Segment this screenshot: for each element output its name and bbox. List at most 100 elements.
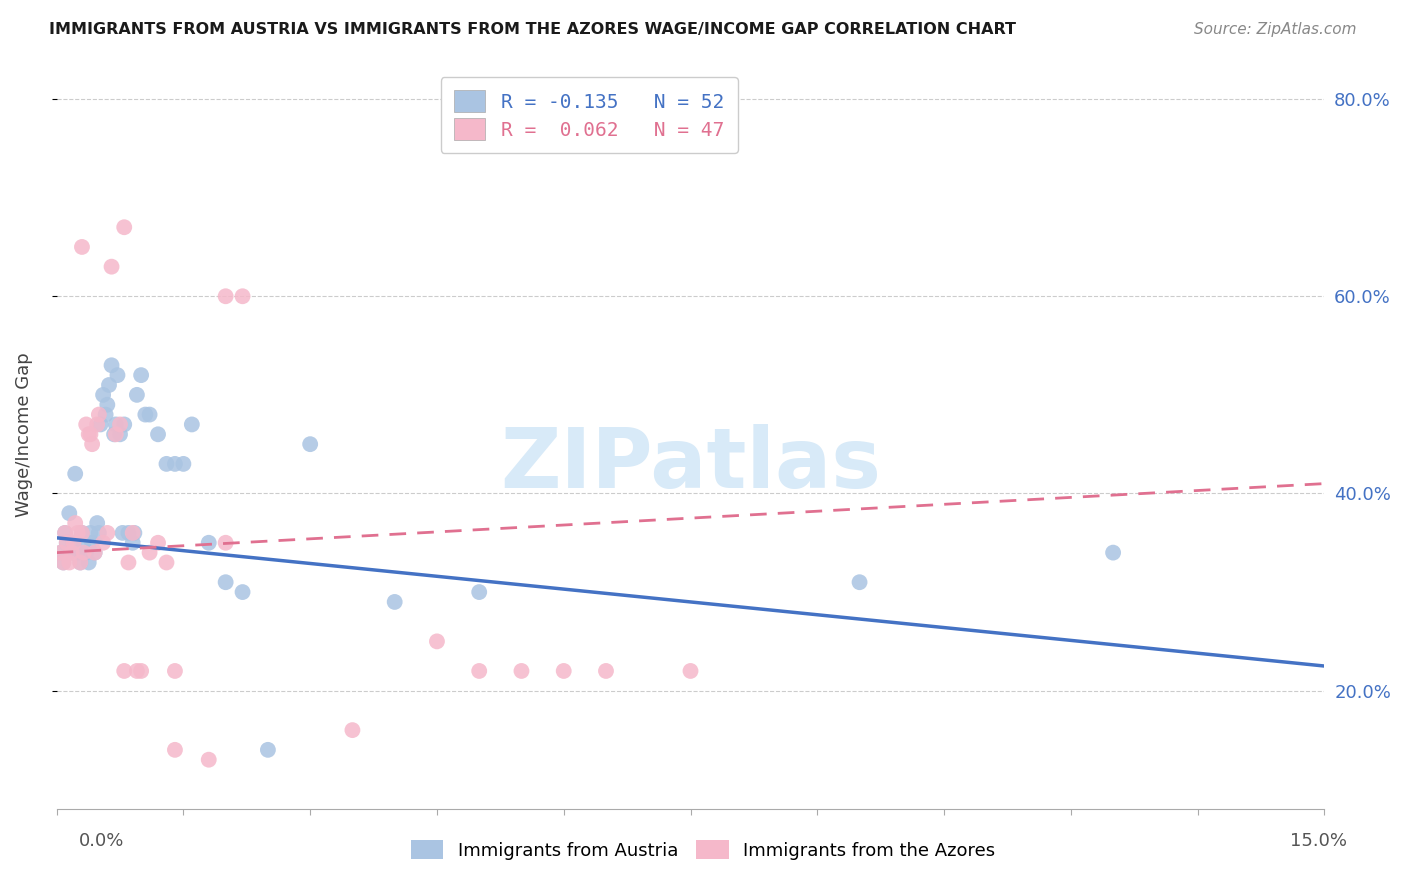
Point (129, 368, 152, 383)
Point (63, 467, 86, 481)
Point (104, 417, 127, 432)
Point (112, 220, 135, 235)
Point (155, 457, 177, 471)
Point (468, 585, 491, 599)
Point (103, 427, 125, 442)
Point (232, 289, 254, 303)
Point (69, 556, 91, 570)
Point (197, 753, 219, 767)
Point (55, 535, 77, 549)
Point (55, 535, 77, 549)
Point (108, 427, 131, 442)
Point (214, 289, 236, 303)
Point (112, 417, 135, 432)
Point (125, 388, 148, 402)
Point (125, 664, 148, 678)
Point (595, 664, 617, 678)
Point (426, 634, 449, 648)
Point (82, 535, 104, 549)
Point (214, 575, 236, 590)
Point (98, 378, 121, 392)
Point (86, 516, 108, 530)
Point (70, 525, 93, 540)
Point (111, 525, 134, 540)
Point (146, 427, 169, 442)
Point (66, 525, 89, 540)
Point (172, 457, 194, 471)
Point (70, 240, 93, 254)
Point (58, 506, 80, 520)
Point (100, 260, 122, 274)
Point (79, 427, 101, 442)
Point (155, 556, 177, 570)
Point (70, 525, 93, 540)
Point (468, 664, 491, 678)
Point (66, 546, 89, 560)
Point (49, 546, 72, 560)
Point (62, 535, 84, 549)
Point (77, 427, 100, 442)
Point (49, 546, 72, 560)
Point (87, 408, 110, 422)
Point (553, 664, 575, 678)
Point (86, 417, 108, 432)
Point (342, 723, 364, 738)
Point (100, 359, 122, 373)
Point (117, 556, 139, 570)
Text: 0.0%: 0.0% (79, 832, 124, 850)
Point (58, 556, 80, 570)
Point (75, 546, 97, 560)
Point (163, 664, 186, 678)
Point (108, 417, 131, 432)
Point (91, 388, 114, 402)
Point (94, 408, 117, 422)
Point (117, 525, 139, 540)
Point (82, 437, 104, 451)
Point (60, 546, 83, 560)
Text: ZIPatlas: ZIPatlas (501, 424, 882, 505)
Point (83, 546, 105, 560)
Point (214, 535, 236, 549)
Point (53, 525, 76, 540)
Point (63, 516, 86, 530)
Point (62, 535, 84, 549)
Point (163, 457, 186, 471)
Text: Source: ZipAtlas.com: Source: ZipAtlas.com (1194, 22, 1357, 37)
Y-axis label: Wage/Income Gap: Wage/Income Gap (15, 352, 32, 516)
Point (60, 546, 83, 560)
Point (91, 535, 114, 549)
Point (121, 535, 143, 549)
Point (107, 368, 129, 383)
Point (848, 575, 870, 590)
Point (180, 417, 202, 432)
Point (73, 546, 96, 560)
Point (197, 535, 219, 549)
Point (134, 408, 156, 422)
Point (138, 546, 160, 560)
Text: IMMIGRANTS FROM AUSTRIA VS IMMIGRANTS FROM THE AZORES WAGE/INCOME GAP CORRELATIO: IMMIGRANTS FROM AUSTRIA VS IMMIGRANTS FR… (49, 22, 1017, 37)
Point (104, 427, 127, 442)
Point (299, 437, 322, 451)
Point (53, 525, 76, 540)
Point (257, 743, 280, 757)
Point (232, 585, 254, 599)
Legend: Immigrants from Austria, Immigrants from the Azores: Immigrants from Austria, Immigrants from… (404, 833, 1002, 867)
Legend: R = -0.135   N = 52, R =  0.062   N = 47: R = -0.135 N = 52, R = 0.062 N = 47 (440, 77, 738, 153)
Point (75, 417, 97, 432)
Point (79, 525, 101, 540)
Point (83, 546, 105, 560)
Point (138, 408, 160, 422)
Point (96, 398, 118, 412)
Point (73, 535, 96, 549)
Point (129, 664, 152, 678)
Point (1102, 546, 1125, 560)
Point (96, 525, 118, 540)
Point (52, 556, 75, 570)
Point (146, 535, 169, 549)
Point (52, 556, 75, 570)
Point (163, 743, 186, 757)
Point (121, 525, 143, 540)
Point (90, 417, 112, 432)
Point (124, 525, 146, 540)
Point (384, 595, 406, 609)
